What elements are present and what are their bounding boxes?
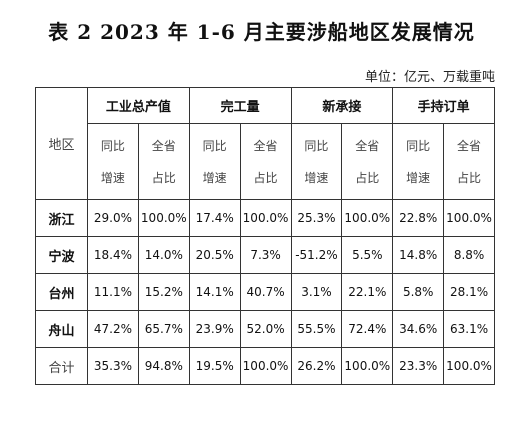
table-row: 台州 11.1% 15.2% 14.1% 40.7% 3.1% 22.1% 5.… bbox=[35, 273, 495, 311]
region-cell: 合计 bbox=[35, 347, 88, 385]
unit-note: 单位：亿元、万载重吨 bbox=[364, 70, 495, 85]
value-cell: 28.1% bbox=[443, 273, 495, 311]
value-cell: 11.1% bbox=[87, 273, 139, 311]
stats-table: 地区 工业总产值 完工量 新承接 手持订单 同比 增速 全省 占比 同比 增速 全省占… bbox=[35, 87, 495, 385]
value-cell: 14.0% bbox=[137, 236, 190, 274]
table-row-total: 合计 35.3% 94.8% 19.5% 100.0% 26.2% 100.0%… bbox=[35, 347, 495, 385]
group-header-completed: 完工量 bbox=[188, 87, 292, 124]
region-cell: 舟山 bbox=[35, 310, 88, 348]
group-header-output: 工业总产值 bbox=[87, 87, 190, 124]
region-header: 地区 bbox=[35, 87, 88, 200]
table-row: 宁波 18.4% 14.0% 20.5% 7.3% -51.2% 5.5% 14… bbox=[35, 236, 495, 274]
value-cell: 100.0% bbox=[341, 347, 394, 385]
sub-header-cell: 同比 增速 bbox=[188, 123, 241, 200]
sub-header-cell: 同比 增速 bbox=[290, 123, 343, 200]
value-cell: -51.2% bbox=[290, 236, 343, 274]
sub-header-cell: 全省 占比 bbox=[443, 123, 495, 200]
value-cell: 8.8% bbox=[443, 236, 495, 274]
value-cell: 23.9% bbox=[188, 310, 241, 348]
value-cell: 100.0% bbox=[443, 199, 495, 237]
value-cell: 22.8% bbox=[392, 199, 445, 237]
group-header-row: 地区 工业总产值 完工量 新承接 手持订单 bbox=[35, 87, 495, 200]
value-cell: 52.0% bbox=[239, 310, 292, 348]
value-cell: 5.8% bbox=[392, 273, 445, 311]
value-cell: 20.5% bbox=[188, 236, 241, 274]
value-cell: 25.3% bbox=[290, 199, 343, 237]
value-cell: 23.3% bbox=[392, 347, 445, 385]
value-cell: 14.8% bbox=[392, 236, 445, 274]
value-cell: 35.3% bbox=[87, 347, 139, 385]
table-row: 浙江 29.0% 100.0% 17.4% 100.0% 25.3% 100.0… bbox=[35, 199, 495, 237]
value-cell: 100.0% bbox=[341, 199, 394, 237]
value-cell: 22.1% bbox=[341, 273, 394, 311]
value-cell: 72.4% bbox=[341, 310, 394, 348]
sub-header-cell: 全省 占比 bbox=[137, 123, 190, 200]
value-cell: 14.1% bbox=[188, 273, 241, 311]
value-cell: 5.5% bbox=[341, 236, 394, 274]
value-cell: 47.2% bbox=[87, 310, 139, 348]
sub-header-row: 同比 增速 全省 占比 同比 增速 全省 占比 同比 增速 全省 占比 同比 增速 全省 占比 bbox=[36, 123, 495, 200]
table-title: 表 2 2023 年 1-6 月主要涉船地区发展情况 bbox=[48, 20, 475, 44]
region-cell: 台州 bbox=[35, 273, 88, 311]
value-cell: 100.0% bbox=[239, 199, 292, 237]
value-cell: 18.4% bbox=[87, 236, 139, 274]
value-cell: 34.6% bbox=[392, 310, 445, 348]
value-cell: 40.7% bbox=[239, 273, 292, 311]
value-cell: 3.1% bbox=[290, 273, 343, 311]
sub-header-cell: 同比 增速 bbox=[392, 123, 445, 200]
value-cell: 26.2% bbox=[290, 347, 343, 385]
value-cell: 65.7% bbox=[137, 310, 190, 348]
value-cell: 15.2% bbox=[137, 273, 190, 311]
value-cell: 63.1% bbox=[443, 310, 495, 348]
value-cell: 94.8% bbox=[137, 347, 190, 385]
value-cell: 100.0% bbox=[443, 347, 495, 385]
sub-header-cell: 全省 占比 bbox=[341, 123, 394, 200]
value-cell: 100.0% bbox=[239, 347, 292, 385]
sub-header-cell: 全省 占比 bbox=[239, 123, 292, 200]
region-cell: 宁波 bbox=[35, 236, 88, 274]
value-cell: 7.3% bbox=[239, 236, 292, 274]
value-cell: 55.5% bbox=[290, 310, 343, 348]
value-cell: 19.5% bbox=[188, 347, 241, 385]
group-header-new-orders: 新承接 bbox=[290, 87, 394, 124]
table-row: 舟山 47.2% 65.7% 23.9% 52.0% 55.5% 72.4% 3… bbox=[35, 310, 495, 348]
region-cell: 浙江 bbox=[35, 199, 88, 237]
value-cell: 100.0% bbox=[137, 199, 190, 237]
group-header-orderbook: 手持订单 bbox=[392, 87, 495, 124]
sub-header-cell: 同比 增速 bbox=[87, 123, 139, 200]
value-cell: 17.4% bbox=[188, 199, 241, 237]
value-cell: 29.0% bbox=[87, 199, 139, 237]
